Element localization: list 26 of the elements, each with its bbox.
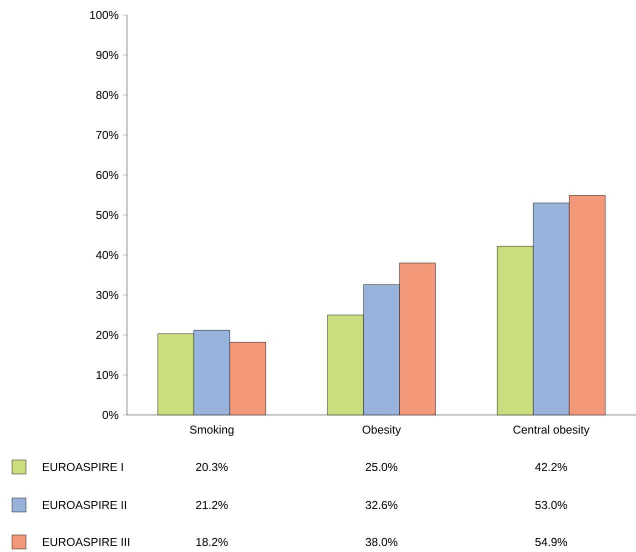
data-label: 25.0%	[366, 462, 398, 472]
y-tick-label: 100%	[90, 10, 118, 20]
y-tick-label: 0%	[102, 410, 118, 420]
y-tick-label: 40%	[96, 250, 118, 260]
data-label: 38.0%	[366, 538, 398, 546]
y-tick-label: 20%	[96, 330, 118, 340]
legend-label: EUROASPIRE II	[42, 500, 126, 510]
data-label: 21.2%	[196, 500, 228, 510]
y-tick-label: 60%	[96, 170, 118, 180]
data-label: 32.6%	[366, 500, 398, 510]
data-label: 20.3%	[196, 462, 228, 472]
x-tick-label: Obesity	[362, 425, 401, 436]
y-tick-label: 30%	[96, 290, 118, 300]
data-label: 54.9%	[535, 538, 568, 546]
x-tick-label: Central obesity	[513, 425, 590, 436]
x-tick-label: Smoking	[190, 425, 234, 436]
y-tick-label: 90%	[96, 50, 118, 60]
y-tick-label: 80%	[96, 90, 118, 100]
data-label: 53.0%	[535, 500, 568, 510]
legend-label: EUROASPIRE I	[42, 462, 123, 472]
y-tick-label: 10%	[96, 370, 118, 380]
data-label: 18.2%	[196, 538, 228, 546]
y-tick-label: 70%	[96, 130, 118, 140]
data-label: 42.2%	[535, 462, 568, 472]
legend-label: EUROASPIRE III	[42, 538, 130, 546]
y-tick-label: 50%	[96, 210, 118, 220]
